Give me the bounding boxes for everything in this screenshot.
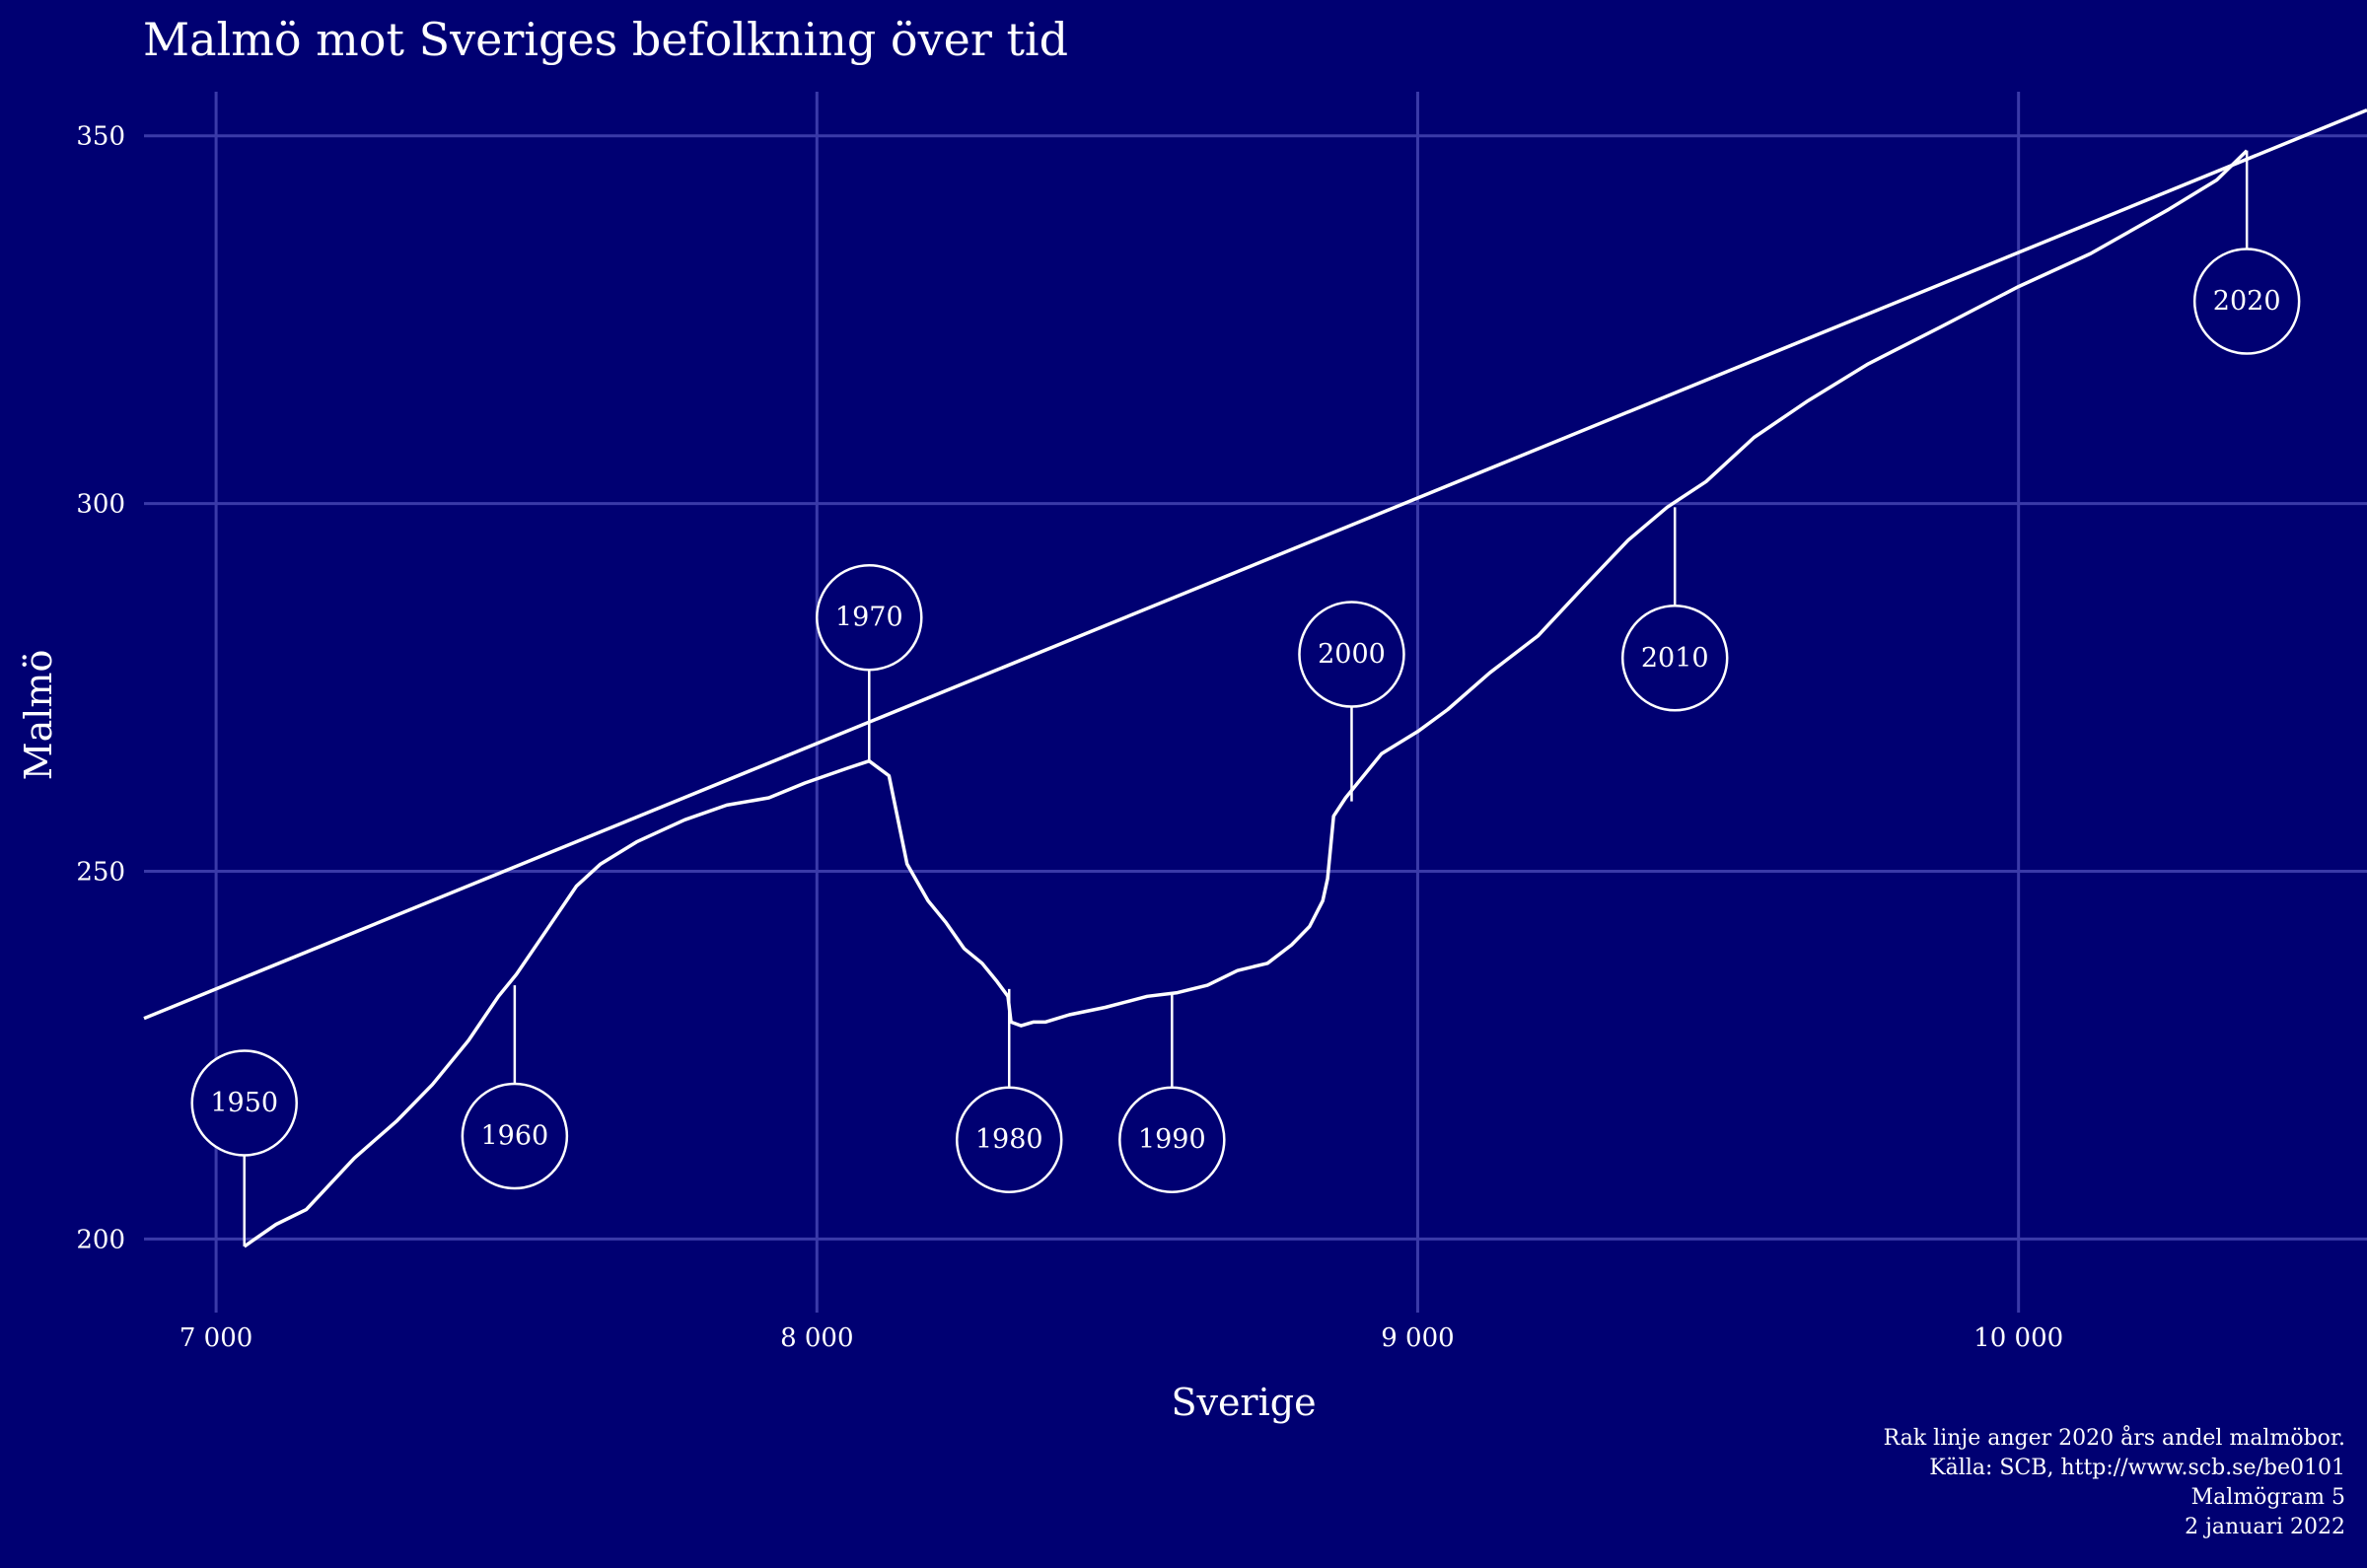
x-tick-label: 9 000 <box>1381 1323 1454 1353</box>
annotations: 1950 1960 1970 1980 1990 2000 2010 2020 <box>190 150 2301 1247</box>
caption: Rak linje anger 2020 års andel malmöbor.… <box>1884 1424 2345 1539</box>
y-ticks: 200 250 300 350 <box>76 122 125 1255</box>
annotation-label: 1990 <box>1138 1124 1206 1155</box>
annotation-label: 2010 <box>1641 643 1709 674</box>
grid <box>144 92 2367 1313</box>
annotation-label: 1950 <box>210 1088 278 1118</box>
annotation-bubble <box>1298 601 1405 708</box>
caption-line: 2 januari 2022 <box>2185 1515 2345 1539</box>
chart-title: Malmö mot Sveriges befolkning över tid <box>143 13 1068 66</box>
series-line <box>243 149 2249 1248</box>
annotation-label: 2000 <box>1318 639 1386 670</box>
annotation-bubble <box>1620 605 1729 712</box>
y-tick-label: 250 <box>76 858 125 888</box>
annotation-bubble <box>1118 1086 1226 1193</box>
y-tick-label: 350 <box>76 122 125 152</box>
annotation-label: 2020 <box>2213 286 2281 317</box>
x-tick-label: 8 000 <box>780 1323 853 1353</box>
annotation-bubble <box>461 1082 569 1190</box>
annotation-bubble <box>190 1049 298 1157</box>
y-axis-title: Malmö <box>17 650 60 781</box>
annotation-bubble <box>2192 248 2301 355</box>
annotation-bubble <box>816 563 923 672</box>
y-tick-label: 200 <box>76 1225 125 1254</box>
x-tick-label: 7 000 <box>179 1323 252 1353</box>
annotation-label: 1970 <box>835 603 903 633</box>
caption-line: Malmögram 5 <box>2191 1485 2345 1510</box>
reference-line <box>143 108 2367 1021</box>
x-tick-label: 10 000 <box>1973 1323 2063 1353</box>
annotation-bubble <box>955 1086 1063 1193</box>
caption-line: Källa: SCB, http://www.scb.se/be0101 <box>1929 1456 2345 1480</box>
x-ticks: 7 000 8 000 9 000 10 000 <box>179 1323 2063 1353</box>
annotation-label: 1960 <box>481 1121 549 1152</box>
caption-line: Rak linje anger 2020 års andel malmöbor. <box>1884 1424 2345 1451</box>
y-tick-label: 300 <box>76 490 125 520</box>
x-axis-title: Sverige <box>1171 1381 1316 1424</box>
annotation-label: 1980 <box>975 1124 1043 1155</box>
